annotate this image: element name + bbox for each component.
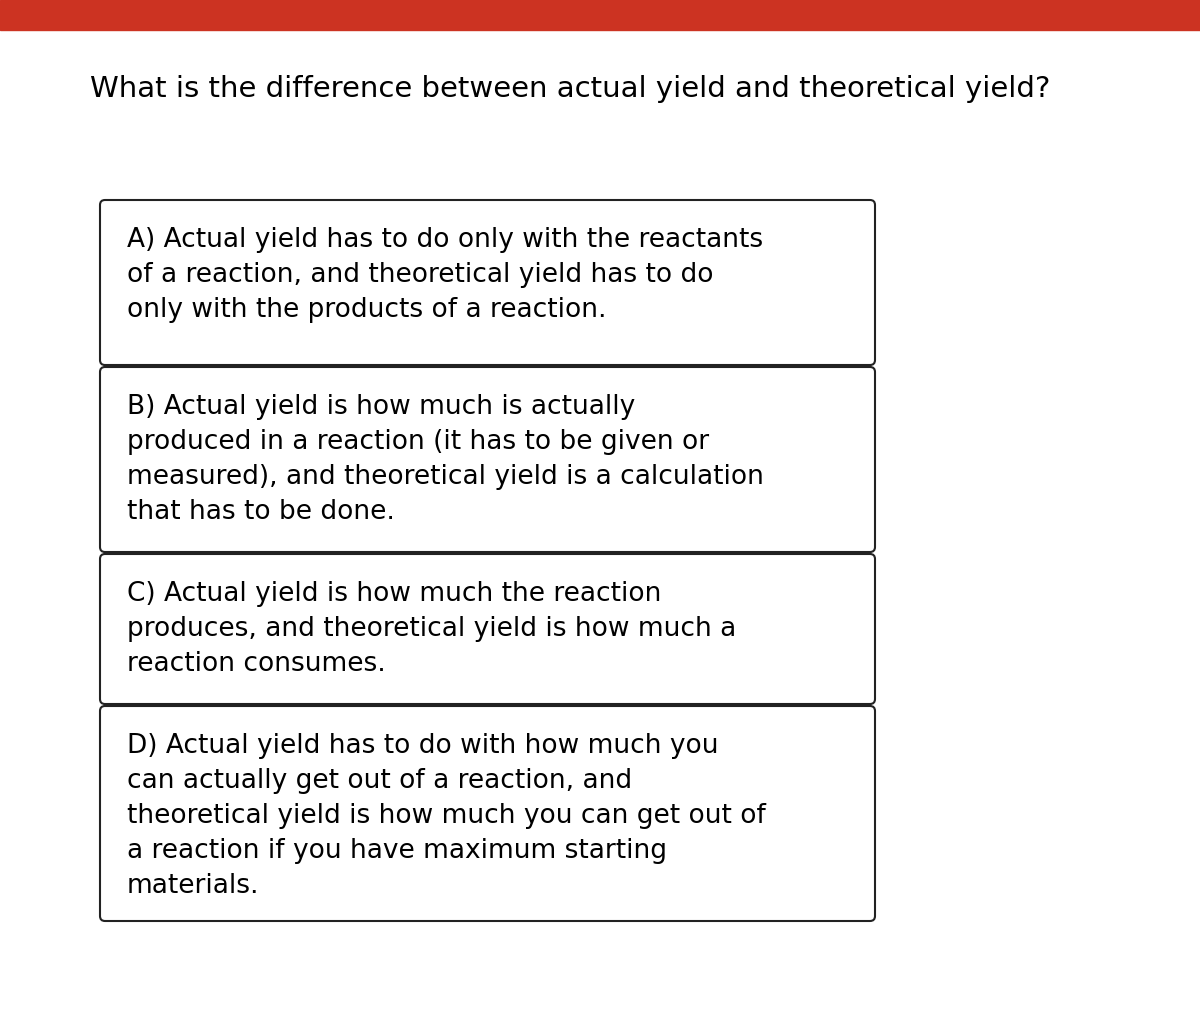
FancyBboxPatch shape: [100, 554, 875, 704]
Text: C) Actual yield is how much the reaction
produces, and theoretical yield is how : C) Actual yield is how much the reaction…: [127, 581, 737, 677]
Text: B) Actual yield is how much is actually
produced in a reaction (it has to be giv: B) Actual yield is how much is actually …: [127, 394, 764, 525]
Text: A) Actual yield has to do only with the reactants
of a reaction, and theoretical: A) Actual yield has to do only with the …: [127, 227, 763, 323]
Bar: [0, 0, 1200, 30]
FancyBboxPatch shape: [100, 706, 875, 921]
Text: What is the difference between actual yield and theoretical yield?: What is the difference between actual yi…: [90, 75, 1050, 103]
Text: D) Actual yield has to do with how much you
can actually get out of a reaction, : D) Actual yield has to do with how much …: [127, 733, 766, 899]
FancyBboxPatch shape: [100, 367, 875, 552]
FancyBboxPatch shape: [100, 200, 875, 365]
